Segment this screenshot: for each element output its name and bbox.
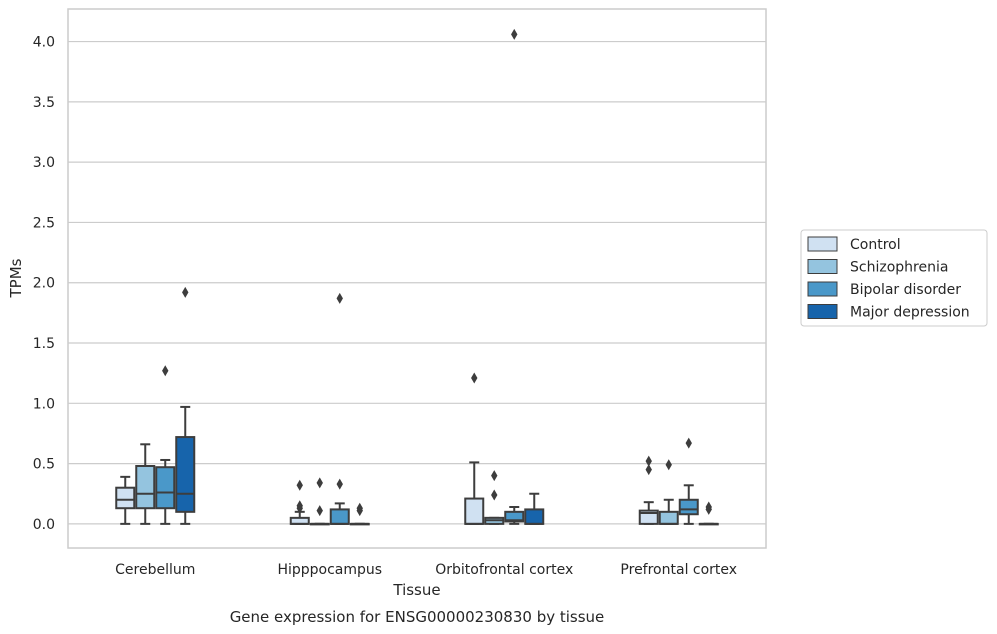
box-major-depression: [524, 492, 545, 525]
outlier-point: [645, 464, 652, 476]
legend-swatch: [807, 304, 838, 319]
legend-label: Schizophrenia: [850, 260, 948, 276]
outlier-point: [645, 455, 652, 467]
x-tick-label: Hipppocampus: [277, 562, 382, 578]
y-tick-label: 0.0: [33, 517, 55, 533]
y-tick-label: 1.5: [33, 336, 55, 352]
legend-swatch: [807, 259, 838, 274]
y-tick-label: 2.0: [33, 276, 55, 292]
outlier-point: [705, 503, 712, 515]
outlier-point: [491, 470, 498, 482]
box-control: [638, 455, 659, 525]
legend-items: Control Schizophrenia Bipolar disorder Majo…: [807, 236, 970, 321]
gridlines: [68, 40, 766, 525]
box-schizophrenia: [484, 470, 505, 525]
outlier-point: [182, 286, 189, 298]
outlier-point: [685, 437, 692, 449]
box-iqr: [115, 486, 136, 510]
y-tick-label: 4.0: [33, 35, 55, 51]
box-iqr: [175, 436, 196, 513]
outlier-point: [316, 505, 323, 517]
box-bipolar-disorder: [155, 365, 176, 525]
outlier-point: [356, 505, 363, 517]
outlier-point: [511, 28, 518, 40]
box-bipolar-disorder: [329, 292, 350, 525]
y-tick-label: 1.0: [33, 396, 55, 412]
box-bipolar-disorder: [504, 28, 525, 525]
outlier-point: [296, 479, 303, 491]
legend-swatch: [807, 236, 838, 252]
chart-caption: Gene expression for ENSG00000230830 by t…: [230, 608, 605, 626]
box-control: [289, 479, 310, 525]
legend-frame: [800, 229, 988, 327]
outlier-point: [336, 478, 343, 490]
legend-label: Control: [850, 237, 901, 253]
box-iqr: [504, 510, 525, 523]
outlier-point: [336, 292, 343, 304]
box-iqr: [678, 498, 699, 516]
box-groups: [115, 28, 719, 526]
x-tick-label: Orbitofrontal cortex: [435, 562, 573, 578]
outlier-point: [491, 489, 498, 501]
box-iqr: [658, 510, 679, 525]
box-control: [464, 372, 485, 525]
box-schizophrenia: [309, 477, 330, 526]
box-schizophrenia: [658, 459, 679, 525]
y-tick-label: 3.0: [33, 155, 55, 171]
box-iqr: [135, 465, 156, 510]
x-axis-label: Tissue: [392, 581, 440, 599]
outlier-point: [665, 459, 672, 471]
outlier-point: [296, 502, 303, 514]
box-control: [115, 475, 136, 525]
y-tick-label: 2.5: [33, 215, 55, 231]
y-axis-label: TPMs: [7, 258, 25, 298]
x-tick-label: Cerebellum: [115, 562, 195, 578]
box-major-depression: [175, 286, 196, 525]
box-major-depression: [349, 502, 370, 526]
box-major-depression: [698, 501, 719, 526]
box-iqr: [464, 497, 485, 525]
plot-frame: [67, 8, 767, 549]
legend: Control Schizophrenia Bipolar disorder Majo…: [800, 229, 988, 327]
box-iqr: [524, 508, 545, 525]
outlier-point: [471, 372, 478, 384]
legend-swatch: [807, 281, 838, 297]
x-tick-label: Prefrontal cortex: [620, 562, 737, 578]
box-iqr: [155, 466, 176, 510]
y-tick-label: 3.5: [33, 95, 55, 111]
x-axis-ticks: Cerebellum Hipppocampus Orbitofrontal cort…: [115, 562, 737, 578]
y-tick-label: 0.5: [33, 457, 55, 473]
y-axis-ticks: 0.0 0.5 1.0 1.5 2.0 2.5 3.0 3.5 4.0: [33, 35, 55, 533]
legend-label: Bipolar disorder: [850, 282, 961, 298]
box-iqr: [329, 508, 350, 525]
box-schizophrenia: [135, 443, 156, 525]
outlier-point: [316, 477, 323, 489]
box-bipolar-disorder: [678, 437, 699, 525]
outlier-point: [162, 365, 169, 377]
legend-label: Major depression: [850, 305, 970, 321]
